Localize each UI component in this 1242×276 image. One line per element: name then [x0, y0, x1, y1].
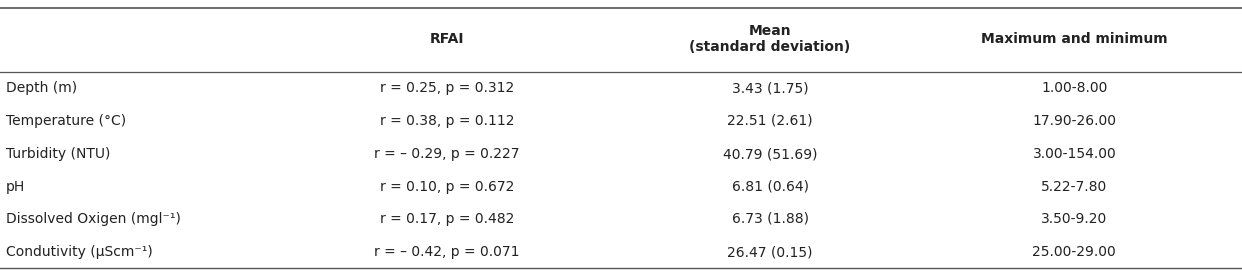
Text: 6.73 (1.88): 6.73 (1.88) [732, 212, 809, 226]
Text: Condutivity (μScm⁻¹): Condutivity (μScm⁻¹) [6, 245, 153, 259]
Text: 3.00-154.00: 3.00-154.00 [1032, 147, 1117, 161]
Text: r = 0.25, p = 0.312: r = 0.25, p = 0.312 [380, 81, 514, 95]
Text: pH: pH [6, 180, 25, 194]
Text: r = 0.10, p = 0.672: r = 0.10, p = 0.672 [380, 180, 514, 194]
Text: 3.43 (1.75): 3.43 (1.75) [732, 81, 809, 95]
Text: 5.22-7.80: 5.22-7.80 [1041, 180, 1108, 194]
Text: Turbidity (NTU): Turbidity (NTU) [6, 147, 111, 161]
Text: r = 0.17, p = 0.482: r = 0.17, p = 0.482 [380, 212, 514, 226]
Text: 1.00-8.00: 1.00-8.00 [1041, 81, 1108, 95]
Text: 17.90-26.00: 17.90-26.00 [1032, 114, 1117, 128]
Text: Dissolved Oxigen (mgl⁻¹): Dissolved Oxigen (mgl⁻¹) [6, 212, 181, 226]
Text: Temperature (°C): Temperature (°C) [6, 114, 127, 128]
Text: Depth (m): Depth (m) [6, 81, 77, 95]
Text: RFAI: RFAI [430, 32, 465, 46]
Text: 6.81 (0.64): 6.81 (0.64) [732, 180, 809, 194]
Text: r = 0.38, p = 0.112: r = 0.38, p = 0.112 [380, 114, 514, 128]
Text: r = – 0.42, p = 0.071: r = – 0.42, p = 0.071 [374, 245, 520, 259]
Text: 25.00-29.00: 25.00-29.00 [1032, 245, 1117, 259]
Text: Mean
(standard deviation): Mean (standard deviation) [689, 24, 851, 54]
Text: r = – 0.29, p = 0.227: r = – 0.29, p = 0.227 [374, 147, 520, 161]
Text: 22.51 (2.61): 22.51 (2.61) [728, 114, 812, 128]
Text: Maximum and minimum: Maximum and minimum [981, 32, 1167, 46]
Text: 26.47 (0.15): 26.47 (0.15) [728, 245, 812, 259]
Text: 40.79 (51.69): 40.79 (51.69) [723, 147, 817, 161]
Text: 3.50-9.20: 3.50-9.20 [1041, 212, 1108, 226]
